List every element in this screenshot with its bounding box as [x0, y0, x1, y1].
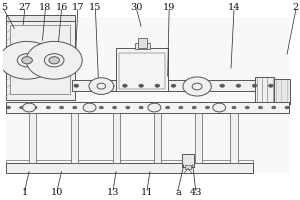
- Circle shape: [89, 78, 114, 94]
- Text: 30: 30: [130, 3, 143, 12]
- Circle shape: [179, 106, 183, 109]
- Bar: [135, 43, 150, 49]
- Text: 1: 1: [22, 188, 28, 197]
- Circle shape: [26, 41, 82, 79]
- Text: 5: 5: [1, 3, 7, 12]
- Circle shape: [49, 57, 59, 64]
- Bar: [185, 165, 191, 169]
- Text: 18: 18: [39, 3, 52, 12]
- Circle shape: [213, 103, 226, 112]
- Circle shape: [220, 84, 224, 87]
- Circle shape: [112, 106, 117, 109]
- Circle shape: [152, 106, 157, 109]
- Circle shape: [232, 106, 236, 109]
- Circle shape: [252, 84, 257, 87]
- Bar: [138, 38, 147, 48]
- Text: 11: 11: [141, 188, 153, 197]
- Text: 43: 43: [189, 188, 202, 197]
- Circle shape: [268, 84, 273, 87]
- Circle shape: [171, 84, 176, 87]
- Circle shape: [139, 106, 143, 109]
- Bar: [195, 113, 202, 163]
- Bar: [5, 160, 253, 163]
- Circle shape: [74, 84, 79, 87]
- Circle shape: [86, 106, 90, 109]
- Circle shape: [44, 54, 64, 67]
- Text: 16: 16: [56, 3, 68, 12]
- Bar: [10, 25, 70, 94]
- Bar: [28, 113, 36, 163]
- Circle shape: [106, 84, 111, 87]
- Circle shape: [6, 106, 10, 109]
- Circle shape: [192, 106, 196, 109]
- Circle shape: [148, 103, 161, 112]
- Text: 13: 13: [107, 188, 119, 197]
- Circle shape: [245, 106, 249, 109]
- Circle shape: [206, 106, 209, 109]
- Text: 15: 15: [89, 3, 102, 12]
- Circle shape: [83, 103, 96, 112]
- Circle shape: [166, 106, 170, 109]
- Text: 17: 17: [71, 3, 84, 12]
- Circle shape: [22, 57, 32, 64]
- Bar: [154, 113, 161, 163]
- Circle shape: [236, 84, 241, 87]
- Circle shape: [99, 106, 104, 109]
- Text: 2: 2: [293, 3, 299, 12]
- Circle shape: [33, 106, 37, 109]
- Bar: [116, 48, 168, 91]
- Bar: [182, 154, 194, 167]
- Bar: [72, 80, 274, 91]
- Circle shape: [73, 106, 77, 109]
- Bar: [5, 15, 75, 21]
- Bar: [230, 113, 238, 163]
- Circle shape: [192, 83, 202, 90]
- Circle shape: [285, 106, 289, 109]
- Circle shape: [219, 106, 223, 109]
- Bar: [5, 102, 289, 113]
- Bar: [112, 113, 120, 163]
- Bar: [255, 77, 274, 106]
- Circle shape: [272, 106, 276, 109]
- Circle shape: [0, 41, 55, 79]
- Bar: [5, 17, 75, 100]
- Bar: [71, 113, 78, 163]
- Text: 27: 27: [19, 3, 31, 12]
- Circle shape: [123, 84, 127, 87]
- Bar: [5, 163, 253, 173]
- Text: 19: 19: [163, 3, 175, 12]
- Circle shape: [126, 106, 130, 109]
- Circle shape: [204, 84, 208, 87]
- Bar: [119, 53, 165, 89]
- Bar: [274, 79, 290, 104]
- Circle shape: [17, 54, 37, 67]
- Circle shape: [139, 84, 143, 87]
- Text: a: a: [175, 188, 181, 197]
- Text: 14: 14: [228, 3, 240, 12]
- Circle shape: [46, 106, 50, 109]
- Circle shape: [22, 103, 36, 112]
- Circle shape: [97, 83, 106, 89]
- Circle shape: [90, 84, 95, 87]
- Circle shape: [188, 84, 192, 87]
- Circle shape: [20, 106, 24, 109]
- Circle shape: [155, 84, 160, 87]
- Circle shape: [59, 106, 64, 109]
- Circle shape: [258, 106, 262, 109]
- Circle shape: [183, 77, 211, 96]
- Text: 10: 10: [51, 188, 63, 197]
- Bar: [5, 17, 289, 173]
